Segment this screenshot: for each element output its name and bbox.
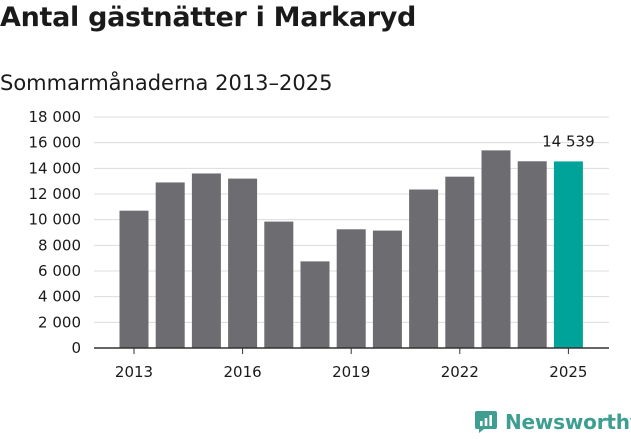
- x-tick-label: 2016: [224, 363, 262, 381]
- data-label: 14 539: [542, 132, 595, 150]
- bar-2021: [409, 189, 439, 348]
- y-tick-label: 14 000: [29, 159, 82, 177]
- y-tick-label: 18 000: [29, 108, 82, 126]
- bar-2016: [228, 178, 258, 348]
- bar-2017: [264, 221, 294, 348]
- x-tick-label: 2019: [332, 363, 370, 381]
- bar-2022: [445, 176, 475, 348]
- x-tick-label: 2025: [549, 363, 587, 381]
- bar-2019: [336, 229, 366, 348]
- x-tick-label: 2022: [441, 363, 479, 381]
- bar-2023: [481, 150, 511, 348]
- y-tick-label: 10 000: [29, 211, 82, 229]
- newsworthy-logo-icon: [474, 410, 498, 434]
- y-axis-tick-labels: 0 2 000 4 000 6 000 8 000 10 000 12 000 14 000 1…: [29, 108, 82, 357]
- bar-2018: [300, 261, 330, 348]
- y-tick-label: 0: [71, 339, 81, 357]
- chart-title: Antal gästnätter i Markaryd: [0, 2, 417, 33]
- y-tick-label: 4 000: [38, 288, 81, 306]
- x-axis-tick-labels: 2013 2016 2019 2022 2025: [115, 348, 587, 381]
- y-tick-label: 6 000: [38, 262, 81, 280]
- bar-2024: [517, 161, 547, 348]
- brand-name: Newsworthy: [505, 410, 631, 434]
- y-tick-label: 2 000: [38, 313, 81, 331]
- y-tick-label: 16 000: [29, 134, 82, 152]
- newsworthy-logo: Newsworthy: [474, 407, 631, 437]
- bar-2015: [191, 173, 221, 348]
- bar-chart: 0 2 000 4 000 6 000 8 000 10 000 12 000 14 000 1…: [29, 108, 609, 381]
- bar-2014: [155, 182, 185, 348]
- bar-2020: [372, 230, 402, 348]
- x-tick-label: 2013: [115, 363, 153, 381]
- y-tick-label: 8 000: [38, 236, 81, 254]
- bar-2013: [119, 210, 149, 348]
- bars: [119, 150, 583, 348]
- bar-2025: [553, 161, 583, 348]
- y-tick-label: 12 000: [29, 185, 82, 203]
- chart-subtitle: Sommarmånaderna 2013–2025: [0, 71, 333, 95]
- data-labels: 14 539: [542, 132, 595, 150]
